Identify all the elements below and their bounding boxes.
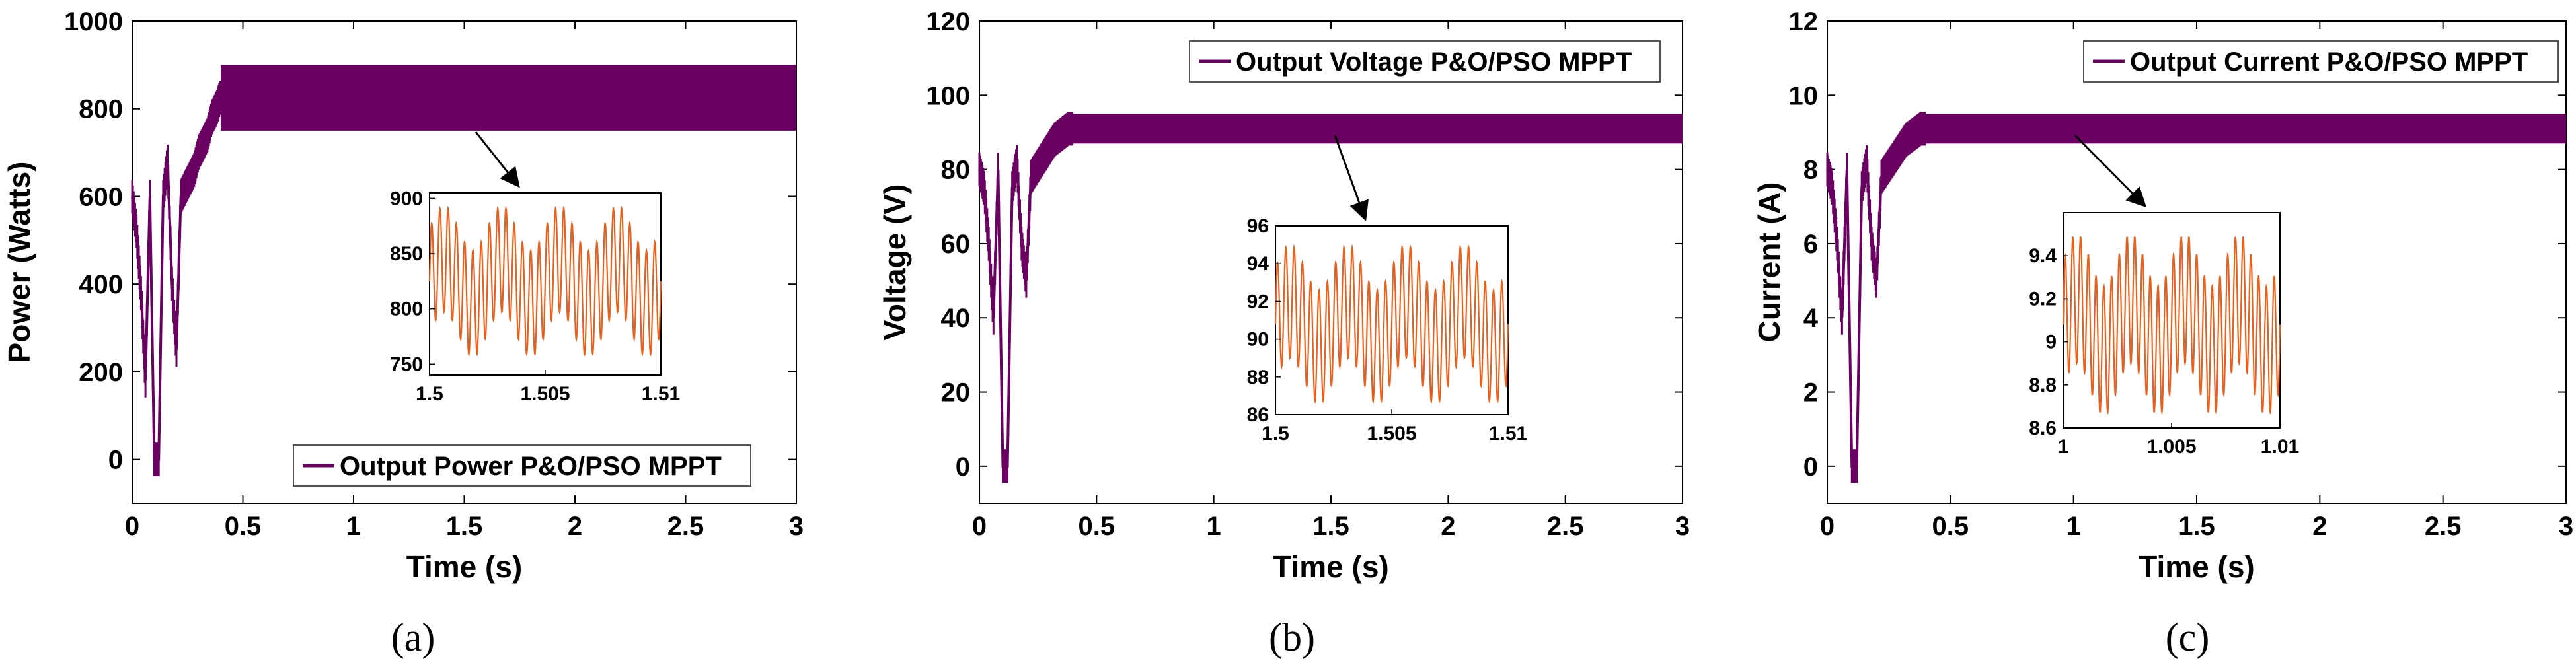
x-tick-label: 0 (972, 512, 987, 541)
y-tick-label: 8 (1803, 156, 1818, 185)
inset-y-tick-label: 92 (1247, 291, 1269, 312)
x-tick-label: 2.5 (2425, 512, 2462, 541)
panel-caption: (c) (2166, 616, 2210, 659)
y-tick-label: 4 (1803, 304, 1819, 333)
zoom-arrow (2074, 134, 2147, 208)
inset-y-tick-label: 750 (390, 353, 423, 375)
y-tick-label: 400 (79, 270, 123, 299)
x-tick-label: 0.5 (225, 512, 262, 541)
y-axis-label: Power (Watts) (2, 162, 36, 363)
x-tick-label: 0.5 (1932, 512, 1969, 541)
x-tick-label: 3 (1675, 512, 1690, 541)
inset-x-tick-label: 1 (2058, 436, 2069, 458)
series-steady-band (1926, 114, 2566, 144)
x-axis-label: Time (s) (1273, 549, 1389, 584)
inset-y-tick-label: 9.2 (2029, 288, 2057, 310)
series-transient-ripple (131, 81, 221, 477)
inset-y-tick-label: 90 (1247, 329, 1269, 351)
y-tick-label: 200 (79, 358, 123, 387)
inset-waveform (428, 205, 662, 357)
x-tick-label: 3 (2559, 512, 2573, 541)
x-axis-label: Time (s) (406, 549, 523, 584)
chart-panel-3: 0 0.5 1 1.5 2 2.5 3 0 2 4 6 8 10 12 Time (s) Current (A… (1752, 7, 2573, 659)
x-tick-label: 1 (2066, 512, 2081, 541)
legend-label: Output Power P&O/PSO MPPT (340, 452, 722, 481)
series-transient-ripple (978, 112, 1074, 483)
inset-y-tick-label: 9 (2045, 332, 2057, 353)
inset-waveform (1274, 244, 1509, 404)
inset-x-tick-label: 1.5 (416, 383, 443, 405)
y-tick-label: 80 (941, 156, 971, 185)
inset-x-tick-label: 1.505 (1367, 423, 1416, 444)
chart-panel-2: 0 0.5 1 1.5 2 2.5 3 0 20 40 60 80 100 120 Time (s) Volt… (878, 7, 1690, 659)
legend-box (293, 444, 751, 487)
inset-y-tick-label: 8.8 (2029, 374, 2057, 396)
series-steady-band (221, 65, 796, 131)
x-tick-label: 1.5 (2178, 512, 2215, 541)
inset-y-tick-label: 800 (390, 299, 423, 320)
y-tick-label: 100 (926, 81, 970, 110)
zoom-arrow (474, 131, 520, 188)
inset-y-tick-label: 88 (1247, 367, 1269, 388)
y-tick-label: 60 (941, 230, 971, 259)
y-tick-label: 0 (1803, 452, 1818, 481)
x-tick-label: 2.5 (667, 512, 704, 541)
panel-caption: (b) (1269, 616, 1315, 659)
chart-panel-1: 0 0.5 1 1.5 2 2.5 3 0 200 400 600 800 1000 Time (s) Po… (2, 7, 804, 659)
legend-label: Output Current P&O/PSO MPPT (2130, 48, 2528, 77)
legend-label: Output Voltage P&O/PSO MPPT (1236, 48, 1632, 77)
x-tick-label: 2 (2312, 512, 2327, 541)
inset-x-tick-label: 1.505 (520, 383, 570, 405)
y-tick-label: 20 (941, 378, 971, 407)
x-axis-label: Time (s) (2139, 549, 2255, 584)
inset-y-tick-label: 94 (1247, 253, 1269, 275)
inset-x-tick-label: 1.51 (642, 383, 680, 405)
y-tick-label: 2 (1803, 378, 1818, 407)
x-tick-label: 3 (789, 512, 804, 541)
x-tick-label: 2 (568, 512, 582, 541)
inset-x-tick-label: 1.51 (1489, 423, 1527, 444)
inset-y-tick-label: 86 (1247, 404, 1269, 426)
inset-waveform (2062, 236, 2281, 415)
y-tick-label: 6 (1803, 230, 1818, 259)
x-tick-label: 0.5 (1079, 512, 1116, 541)
y-tick-label: 800 (79, 95, 123, 124)
y-tick-label: 0 (108, 446, 123, 475)
series-transient-ripple (1826, 112, 1926, 483)
y-tick-label: 40 (941, 304, 971, 333)
y-axis-label: Current (A) (1752, 182, 1786, 343)
legend-box (2083, 40, 2559, 83)
inset-y-tick-label: 9.4 (2029, 245, 2057, 267)
y-tick-label: 120 (926, 7, 970, 36)
x-tick-label: 1 (1207, 512, 1221, 541)
legend-box (1189, 40, 1661, 83)
y-axis-label: Voltage (V) (878, 184, 912, 341)
series-steady-band (1073, 114, 1683, 144)
y-tick-label: 12 (1789, 7, 1819, 36)
x-tick-label: 0 (125, 512, 139, 541)
inset-y-tick-label: 900 (390, 188, 423, 209)
y-tick-label: 600 (79, 182, 123, 211)
x-tick-label: 2 (1441, 512, 1455, 541)
panel-caption: (a) (391, 616, 436, 659)
x-tick-label: 1.5 (1312, 512, 1349, 541)
zoom-arrow (1334, 135, 1369, 221)
inset-y-tick-label: 96 (1247, 215, 1269, 237)
x-tick-label: 1.5 (446, 512, 483, 541)
inset-y-tick-label: 850 (390, 243, 423, 265)
x-tick-label: 0 (1820, 512, 1835, 541)
inset-y-tick-label: 8.6 (2029, 417, 2057, 439)
inset-x-tick-label: 1.01 (2261, 436, 2299, 458)
x-tick-label: 2.5 (1547, 512, 1584, 541)
y-tick-label: 10 (1789, 81, 1819, 110)
inset-x-tick-label: 1.005 (2146, 436, 2196, 458)
inset-x-tick-label: 1.5 (1262, 423, 1289, 444)
y-tick-label: 0 (956, 452, 970, 481)
x-tick-label: 1 (346, 512, 361, 541)
y-tick-label: 1000 (64, 7, 123, 36)
